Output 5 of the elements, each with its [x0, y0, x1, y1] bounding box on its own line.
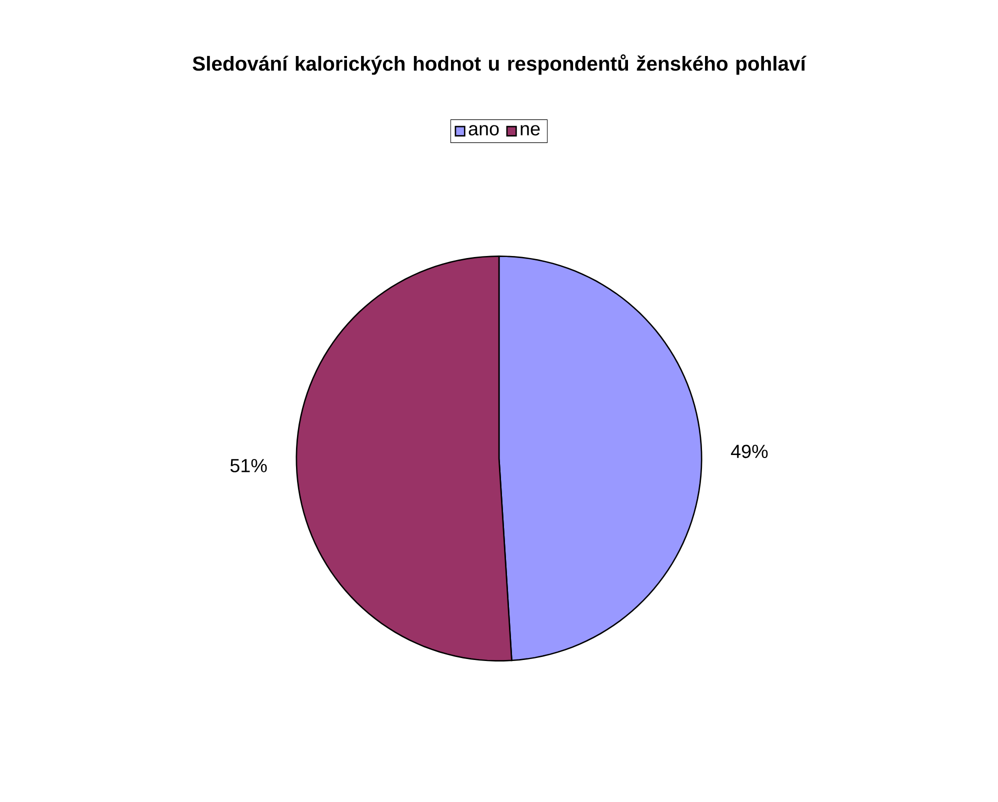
chart-title: Sledování kalorických hodnot u respondentů ženského pohlaví [192, 54, 806, 75]
data-label: 49% [730, 444, 768, 458]
legend-label: ano [468, 124, 499, 136]
data-label: 51% [230, 458, 267, 472]
legend-label: ne [520, 124, 540, 136]
